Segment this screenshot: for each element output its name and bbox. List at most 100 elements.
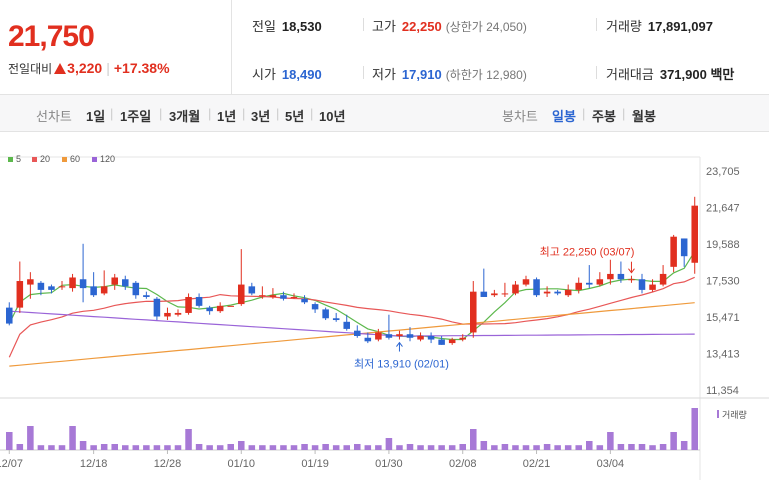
candle-body	[111, 277, 118, 285]
volume-bar	[448, 445, 456, 450]
candle-body	[448, 339, 456, 344]
x-tick-label: 02/21	[523, 458, 551, 470]
x-tick-label: 12/18	[80, 458, 108, 470]
candle-body	[670, 236, 677, 267]
volume-bar	[459, 444, 466, 450]
candle-body	[680, 238, 688, 257]
legend-swatch	[8, 157, 13, 162]
amount-label: 거래대금	[606, 67, 654, 82]
volume-bar	[417, 445, 424, 450]
divider: |	[110, 106, 114, 121]
low-label: 저가	[372, 67, 396, 82]
volume-bar	[290, 445, 298, 450]
legend-label: 60	[70, 154, 80, 164]
high-annotation: 최고 22,250 (03/07)	[540, 246, 635, 259]
volume-bar	[280, 445, 287, 450]
period-10y[interactable]: 10년	[319, 109, 346, 124]
volume-value: 17,891,097	[647, 19, 713, 34]
candle-body	[659, 273, 667, 285]
volume-bar	[227, 444, 234, 450]
volume-legend-label: 거래량	[722, 409, 747, 420]
volume-bar	[522, 445, 530, 450]
volume-bar	[680, 441, 688, 450]
x-tick-label: 02/08	[449, 458, 477, 470]
volume-bar	[259, 445, 266, 450]
candle-body	[27, 279, 34, 285]
y-tick-label: 17,530	[706, 276, 740, 288]
candle-body	[501, 293, 509, 295]
candle-weekly[interactable]: 주봉	[592, 109, 616, 124]
candle-body	[385, 334, 393, 338]
volume-bar	[269, 445, 277, 450]
y-tick-label: 11,354	[706, 385, 739, 397]
period-1y[interactable]: 1년	[217, 109, 237, 124]
volume-bar	[195, 444, 203, 450]
volume-bar	[311, 445, 319, 450]
legend-label: 120	[100, 154, 115, 164]
period-3m[interactable]: 3개월	[169, 109, 201, 124]
candle-body	[543, 291, 551, 294]
candle-daily[interactable]: 일봉	[552, 109, 576, 124]
prev-close-value: 18,530	[281, 19, 322, 34]
candle-body	[575, 282, 582, 290]
candle-body	[438, 339, 445, 345]
candle-body	[354, 330, 361, 336]
volume-bar	[354, 444, 361, 450]
period-1d[interactable]: 1일	[86, 109, 106, 124]
y-tick-label: 21,647	[706, 203, 740, 215]
candle-body	[491, 293, 498, 296]
y-tick-label: 15,471	[706, 312, 740, 324]
divider: |	[310, 106, 314, 121]
high-value: 22,250	[401, 19, 442, 34]
volume-bar	[122, 445, 129, 450]
candle-body	[343, 321, 350, 329]
volume-bar	[69, 426, 76, 450]
candle-body	[122, 279, 129, 287]
candle-body	[216, 305, 224, 312]
volume-bar	[501, 444, 509, 450]
low-arrow-head	[396, 341, 403, 347]
volume-label: 거래량	[606, 19, 642, 34]
ma5-line	[8, 251, 696, 341]
volume-bar	[6, 432, 13, 450]
period-5y[interactable]: 5년	[285, 109, 305, 124]
volume-bar	[27, 426, 34, 450]
volume-bar	[491, 445, 498, 450]
candle-monthly[interactable]: 월봉	[632, 109, 656, 124]
prev-close-label: 전일	[252, 19, 276, 34]
candle-chart-label: 봉차트	[502, 109, 538, 124]
low-value: 17,910	[401, 67, 442, 82]
volume-bar	[427, 445, 435, 450]
x-tick-label: 03/04	[597, 458, 625, 470]
volume-bar	[512, 445, 519, 450]
low-stat: 저가 17,910 (하한가 12,980)	[372, 64, 527, 83]
candle-body	[16, 281, 24, 308]
candle-body	[533, 279, 540, 296]
candle-body	[628, 279, 635, 281]
volume-bar	[385, 438, 393, 450]
candle-body	[100, 286, 108, 294]
open-label: 시가	[252, 67, 276, 82]
volume-bar	[586, 441, 593, 450]
volume-stat: 거래량 17,891,097	[606, 16, 713, 35]
volume-bar	[628, 444, 635, 450]
candle-body	[206, 307, 213, 312]
amount-value: 371,900 백만	[659, 67, 735, 82]
candle-body	[596, 279, 604, 285]
prev-close-stat: 전일 18,530	[252, 16, 322, 35]
candle-body	[132, 282, 140, 296]
candle-body	[79, 279, 87, 289]
candle-body	[332, 318, 340, 321]
candle-body	[406, 334, 414, 338]
volume-bar	[617, 444, 625, 450]
candle-body	[617, 273, 625, 280]
period-3y[interactable]: 3년	[251, 109, 271, 124]
change-label: 전일대비	[8, 62, 53, 76]
candle-body	[48, 286, 55, 290]
period-1w[interactable]: 1주일	[120, 109, 152, 124]
high-label: 고가	[372, 19, 396, 34]
x-tick-label: 12/28	[154, 458, 182, 470]
candle-body	[459, 337, 466, 340]
candle-body	[174, 312, 182, 315]
candle-body	[375, 332, 382, 340]
